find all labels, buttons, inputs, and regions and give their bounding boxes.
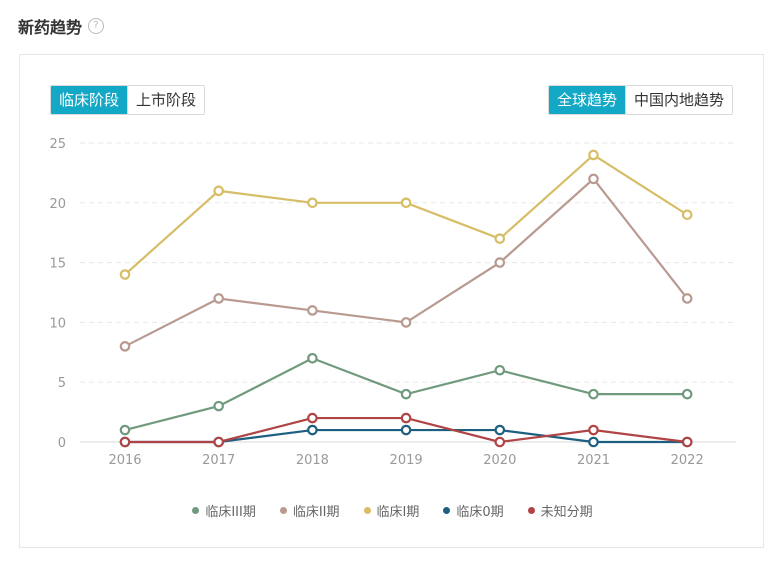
y-tick-label: 15 <box>49 257 66 272</box>
chart-card: 临床阶段 上市阶段 全球趋势 中国内地趋势 0 5 10 15 20 25 2016 2017… <box>19 54 764 548</box>
legend-label: 临床0期 <box>456 505 504 520</box>
tab-global-trend[interactable]: 全球趋势 <box>548 86 625 114</box>
data-point <box>681 388 693 400</box>
legend-item[interactable]: 临床II期 <box>279 501 340 520</box>
series-line <box>124 153 688 276</box>
legend-label: 临床III期 <box>205 505 256 520</box>
data-point <box>588 173 599 185</box>
legend-dot-icon <box>443 507 451 514</box>
data-point <box>588 149 599 161</box>
y-tick-label: 25 <box>49 137 66 152</box>
tab-china-mainland-trend[interactable]: 中国内地趋势 <box>624 86 732 114</box>
chart-legend: 临床III期 临床II期 临床I期 临床0期 未知分期 <box>20 501 765 520</box>
legend-item[interactable]: 未知分期 <box>527 501 593 520</box>
data-point <box>681 209 693 221</box>
data-point <box>119 424 131 436</box>
stage-toggle: 临床阶段 上市阶段 <box>50 85 206 115</box>
y-tick-label: 20 <box>49 197 66 212</box>
data-point <box>400 388 412 400</box>
data-point <box>588 388 599 400</box>
section-header: 新药趋势 ? <box>18 14 105 38</box>
data-point <box>681 436 693 448</box>
data-point <box>588 424 599 436</box>
data-point <box>213 293 224 304</box>
data-point <box>494 257 506 268</box>
section-title: 新药趋势 <box>18 18 83 37</box>
data-point <box>400 317 412 328</box>
data-point <box>307 305 318 316</box>
tab-clinical-stage[interactable]: 临床阶段 <box>51 86 128 114</box>
data-point <box>213 400 224 412</box>
data-point <box>119 436 131 448</box>
legend-label: 临床I期 <box>376 505 420 520</box>
legend-dot-icon <box>192 507 200 514</box>
legend-dot-icon <box>363 507 371 514</box>
data-point <box>213 185 224 197</box>
data-point <box>681 293 693 304</box>
tab-market-stage[interactable]: 上市阶段 <box>127 86 205 114</box>
data-point <box>307 352 318 364</box>
legend-dot-icon <box>279 507 287 514</box>
data-point <box>494 436 506 448</box>
x-tick-label: 2019 <box>390 453 423 468</box>
legend-label: 未知分期 <box>540 505 593 520</box>
x-tick-label: 2016 <box>108 453 141 468</box>
y-tick-label: 10 <box>49 316 66 331</box>
question-circle-icon[interactable]: ? <box>88 18 105 34</box>
x-tick-label: 2018 <box>296 453 329 468</box>
data-point <box>494 424 506 436</box>
data-point <box>213 436 224 448</box>
data-point <box>400 424 412 436</box>
legend-item[interactable]: 临床I期 <box>363 501 420 520</box>
data-point <box>307 424 318 436</box>
data-point <box>588 436 599 448</box>
legend-item[interactable]: 临床0期 <box>443 501 504 520</box>
legend-item[interactable]: 临床III期 <box>192 501 256 520</box>
data-point <box>119 341 131 352</box>
x-tick-label: 2017 <box>202 453 235 468</box>
data-point <box>307 197 318 209</box>
data-point <box>494 364 506 376</box>
y-tick-label: 5 <box>58 376 66 391</box>
data-point <box>307 412 318 424</box>
x-tick-label: 2022 <box>671 453 704 468</box>
region-toggle: 全球趋势 中国内地趋势 <box>547 85 733 115</box>
data-point <box>400 197 412 209</box>
y-tick-label: 0 <box>58 436 66 451</box>
legend-dot-icon <box>527 507 535 514</box>
line-chart: 0 5 10 15 20 25 2016 2017 2018 2019 2020 2021 2022 <box>49 137 736 468</box>
x-tick-label: 2021 <box>577 453 610 468</box>
x-tick-label: 2020 <box>483 453 516 468</box>
data-point <box>494 233 506 244</box>
data-point <box>119 269 131 280</box>
legend-label: 临床II期 <box>292 505 340 520</box>
data-point <box>400 412 412 424</box>
